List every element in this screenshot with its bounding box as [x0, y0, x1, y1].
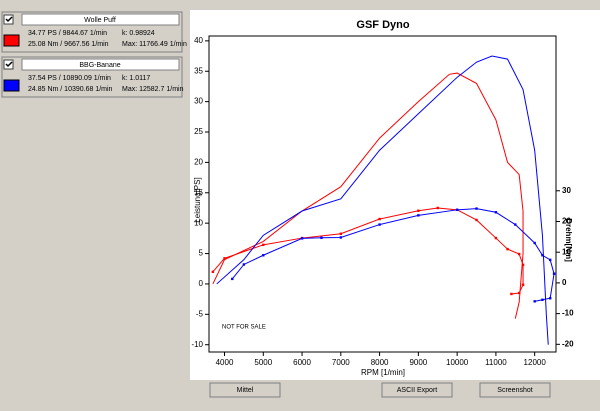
y-tick-label: 35 — [194, 66, 203, 75]
max-text: Max: 11766.49 1/min — [122, 41, 187, 48]
plot-frame — [208, 35, 557, 353]
point-marker — [494, 211, 498, 214]
y-tick-label: 30 — [194, 97, 203, 106]
y2-tick-label: 0 — [562, 278, 567, 287]
x-tick-label: 9000 — [409, 358, 427, 367]
point-marker — [300, 237, 304, 240]
series-line — [212, 72, 524, 319]
point-marker — [262, 243, 265, 247]
button[interactable] — [209, 382, 281, 398]
x-tick-label: 6000 — [293, 358, 311, 367]
point-marker — [541, 254, 544, 257]
y2-tick-label: 20 — [562, 217, 571, 226]
y-axis-label: Leistung[PS] — [193, 177, 202, 222]
point-marker — [242, 263, 246, 266]
y-tick-label: 5 — [199, 249, 204, 258]
point-marker — [506, 247, 509, 251]
point-marker — [510, 292, 513, 296]
k-text: k: 0.98924 — [122, 30, 155, 37]
torque-text: 25.08 Nm / 9667.56 1/min — [28, 41, 109, 48]
point-marker — [436, 206, 439, 210]
y-tick-label: -5 — [196, 309, 204, 318]
point-marker — [475, 207, 478, 210]
x-tick-label: 11000 — [485, 358, 507, 367]
point-marker — [548, 297, 552, 300]
y2-tick-label: -20 — [562, 339, 574, 348]
point-marker — [514, 223, 517, 226]
point-marker — [552, 272, 556, 275]
x-tick-label: 5000 — [254, 358, 272, 367]
point-marker — [517, 252, 521, 256]
point-marker — [494, 236, 498, 240]
point-marker — [378, 223, 381, 226]
button-label: ASCII Export — [397, 387, 438, 394]
point-marker — [339, 236, 343, 239]
y2-tick-label: 30 — [562, 186, 571, 195]
series-name: BBG-Banane — [79, 62, 120, 69]
color-swatch[interactable] — [3, 34, 20, 47]
k-text: k: 1.0117 — [122, 75, 150, 82]
point-marker — [417, 214, 420, 217]
y-tick-label: 10 — [194, 218, 203, 227]
checkmark — [5, 61, 13, 68]
x-tick-label: 8000 — [371, 358, 389, 367]
point-marker — [533, 241, 536, 245]
point-marker — [475, 218, 478, 222]
power-text: 37.54 PS / 10890.09 1/min — [28, 75, 111, 82]
point-marker — [211, 270, 215, 274]
point-marker — [223, 257, 226, 260]
chart-title: GSF Dyno — [356, 19, 409, 31]
y-tick-label: 0 — [199, 279, 204, 288]
button-label: Mittel — [237, 387, 254, 394]
name-box — [21, 58, 180, 71]
torque-text: 24.85 Nm / 10390.68 1/min — [28, 86, 113, 93]
y-tick-label: -10 — [191, 340, 203, 349]
max-text: Max: 12582.7 1/min — [122, 86, 184, 93]
point-marker — [455, 208, 459, 212]
checkmark — [5, 16, 13, 23]
y2-axis-label: Drehm[Nm] — [564, 218, 573, 262]
point-marker — [320, 236, 323, 239]
point-marker — [521, 263, 525, 266]
y-tick-label: 20 — [194, 158, 203, 167]
button[interactable] — [479, 382, 551, 398]
point-marker — [231, 277, 234, 281]
y-tick-label: 15 — [194, 188, 203, 197]
point-marker — [541, 298, 544, 301]
y2-tick-label: 10 — [562, 247, 571, 256]
series-name: Wolle Puff — [84, 17, 116, 24]
button-label: Screenshot — [497, 387, 532, 394]
point-marker — [378, 217, 381, 221]
color-swatch[interactable] — [3, 79, 20, 92]
series-line — [216, 55, 549, 345]
point-marker — [548, 258, 552, 262]
x-tick-label: 7000 — [332, 358, 350, 367]
x-tick-label: 4000 — [216, 358, 234, 367]
point-marker — [517, 291, 521, 295]
annotation: NOT FOR SALE — [222, 325, 266, 331]
point-marker — [262, 254, 265, 257]
x-tick-label: 12000 — [524, 358, 547, 367]
y-tick-label: 25 — [194, 127, 203, 136]
chart-area — [190, 10, 600, 380]
x-tick-label: 10000 — [446, 358, 469, 367]
x-axis-label: RPM [1/min] — [361, 368, 405, 377]
name-box — [21, 13, 180, 26]
y-tick-label: 40 — [194, 36, 203, 45]
point-marker — [533, 300, 536, 303]
y2-tick-label: -10 — [562, 309, 574, 318]
button[interactable] — [381, 382, 453, 398]
point-marker — [417, 209, 420, 212]
point-marker — [521, 283, 525, 286]
point-marker — [339, 232, 343, 235]
power-text: 34.77 PS / 9844.67 1/min — [28, 30, 107, 37]
